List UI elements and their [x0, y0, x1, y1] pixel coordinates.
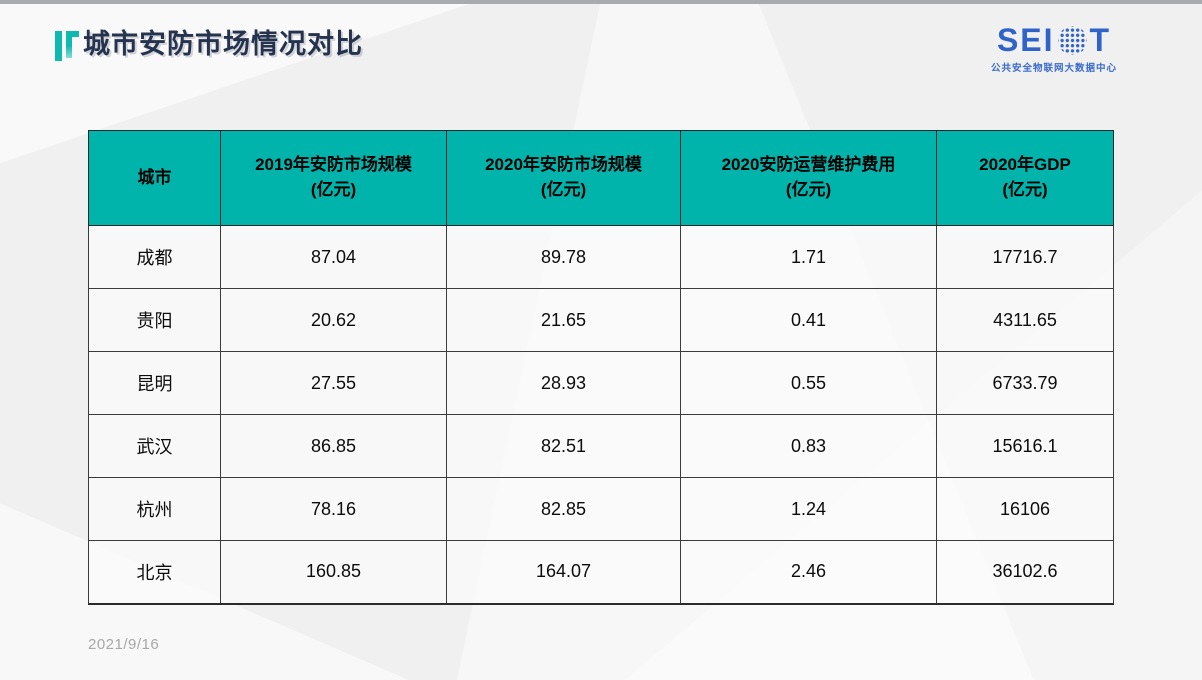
header-unit: (亿元)	[1002, 180, 1048, 199]
globe-icon	[1057, 25, 1087, 55]
logo-subtitle: 公共安全物联网大数据中心	[990, 63, 1117, 74]
table-row: 武汉 86.85 82.51 0.83 15616.1	[88, 414, 1114, 478]
cell-market-2019: 160.85	[220, 540, 447, 605]
table-row: 昆明 27.55 28.93 0.55 6733.79	[88, 351, 1114, 415]
cell-city: 武汉	[88, 414, 221, 478]
cell-market-2019: 87.04	[220, 225, 447, 289]
cell-market-2020: 82.51	[446, 414, 681, 478]
logo-wordmark: SEI T	[984, 24, 1124, 56]
cell-market-2019: 27.55	[220, 351, 447, 415]
cell-gdp-2020: 16106	[936, 477, 1114, 541]
header-label: 2020安防运营维护费用	[721, 155, 896, 175]
cell-city: 昆明	[88, 351, 221, 415]
cell-opex-2020: 0.41	[680, 288, 937, 352]
header-label: 2020年安防市场规模	[485, 155, 642, 175]
cell-market-2020: 21.65	[446, 288, 681, 352]
cell-gdp-2020: 17716.7	[936, 225, 1114, 289]
cell-market-2020: 164.07	[446, 540, 681, 605]
cell-gdp-2020: 15616.1	[936, 414, 1114, 478]
cell-opex-2020: 1.71	[680, 225, 937, 289]
header-label: 2019年安防市场规模	[255, 155, 412, 175]
table-row: 成都 87.04 89.78 1.71 17716.7	[88, 225, 1114, 289]
header-unit: (亿元)	[310, 180, 357, 199]
col-header-2020-gdp: 2020年GDP (亿元)	[936, 130, 1114, 226]
table-row: 贵阳 20.62 21.65 0.41 4311.65	[88, 288, 1114, 352]
page-title: 城市安防市场情况对比	[83, 29, 363, 59]
table-row: 北京 160.85 164.07 2.46 36102.6	[88, 540, 1114, 605]
cell-opex-2020: 0.83	[680, 414, 937, 478]
cell-opex-2020: 2.46	[680, 540, 937, 605]
cell-market-2019: 86.85	[220, 414, 447, 478]
header-unit: (亿元)	[540, 180, 587, 199]
cell-city: 杭州	[88, 477, 221, 541]
header-label: 城市	[137, 167, 172, 187]
cell-market-2020: 89.78	[446, 225, 681, 289]
cell-market-2019: 20.62	[220, 288, 447, 352]
quote-marker-icon	[55, 31, 79, 61]
col-header-2020-opex: 2020安防运营维护费用 (亿元)	[680, 130, 937, 226]
city-comparison-table: 城市 2019年安防市场规模 (亿元) 2020年安防市场规模 (亿元) 202…	[88, 130, 1114, 605]
cell-gdp-2020: 6733.79	[936, 351, 1114, 415]
cell-market-2020: 28.93	[446, 351, 681, 415]
logo-text-left: SEI	[996, 22, 1055, 58]
marker-bar-icon	[55, 31, 62, 61]
cell-market-2019: 78.16	[220, 477, 447, 541]
cell-market-2020: 82.85	[446, 477, 681, 541]
slide-date: 2021/9/16	[88, 636, 160, 653]
cell-gdp-2020: 4311.65	[936, 288, 1114, 352]
table-row: 杭州 78.16 82.85 1.24 16106	[88, 477, 1114, 541]
seiot-logo: SEI T 公共安全物联网大数据中心	[984, 24, 1124, 74]
logo-text-right: T	[1089, 22, 1112, 58]
title-block: 城市安防市场情况对比	[55, 29, 363, 61]
top-strip	[0, 0, 1202, 4]
col-header-2019-market: 2019年安防市场规模 (亿元)	[220, 130, 447, 226]
cell-city: 北京	[88, 540, 221, 605]
cell-opex-2020: 1.24	[680, 477, 937, 541]
table-header-row: 城市 2019年安防市场规模 (亿元) 2020年安防市场规模 (亿元) 202…	[88, 130, 1114, 226]
marker-bar-icon	[66, 31, 79, 58]
cell-city: 贵阳	[88, 288, 221, 352]
col-header-city: 城市	[88, 130, 221, 226]
cell-city: 成都	[88, 225, 221, 289]
cell-gdp-2020: 36102.6	[936, 540, 1114, 605]
header-unit: (亿元)	[785, 180, 832, 199]
cell-opex-2020: 0.55	[680, 351, 937, 415]
header-label: 2020年GDP	[979, 155, 1071, 175]
col-header-2020-market: 2020年安防市场规模 (亿元)	[446, 130, 681, 226]
